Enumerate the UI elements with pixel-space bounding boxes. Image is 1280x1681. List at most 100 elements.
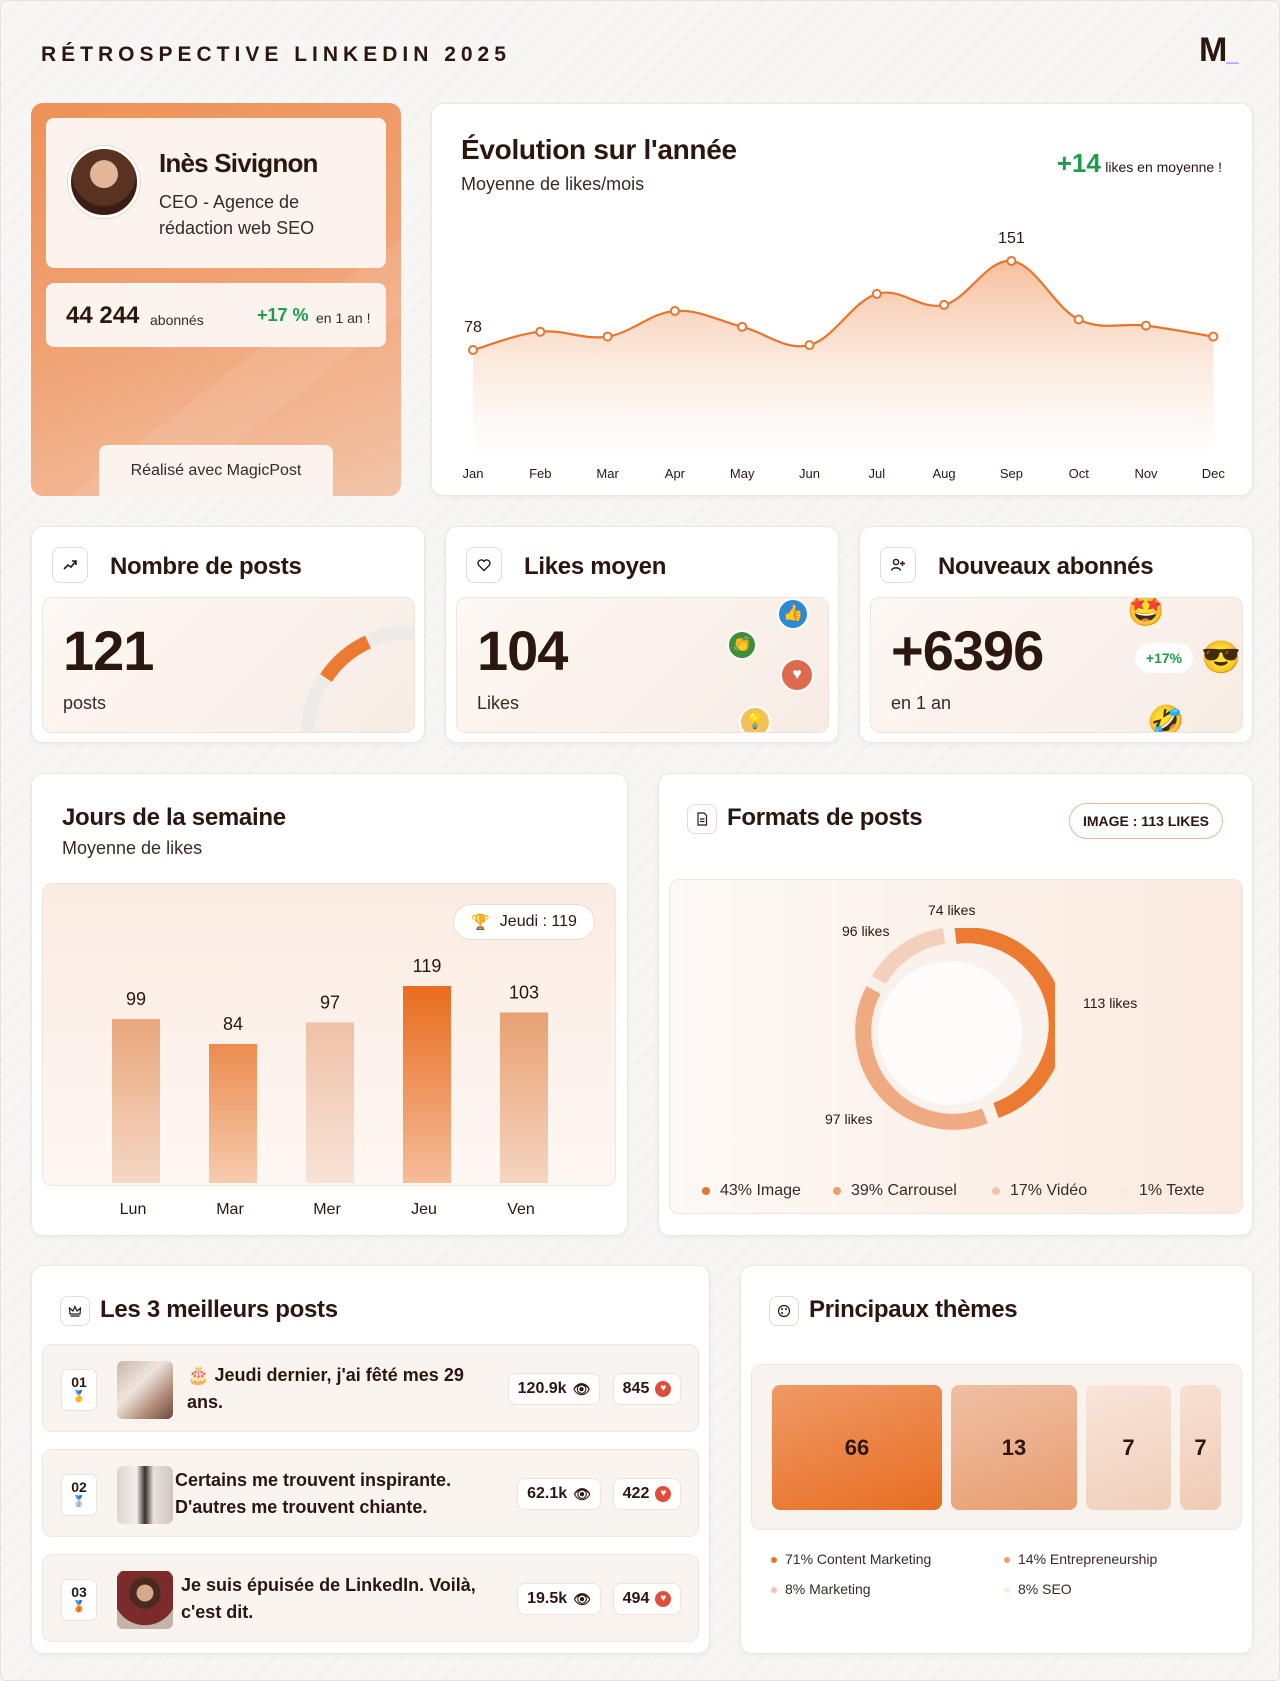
likes-kpi-panel: 104 Likes 👍 👏 ♥ 💡 xyxy=(456,597,829,733)
top-posts-card: Les 3 meilleurs posts 01 🥇 🎂 Jeudi dernie… xyxy=(31,1265,710,1654)
post-likes: 422 ♥ xyxy=(613,1478,681,1510)
heart-badge-icon: ♥ xyxy=(655,1591,672,1607)
made-with-magicpost[interactable]: Réalisé avec MagicPost xyxy=(99,445,333,496)
weekday-bar-fade xyxy=(500,1012,548,1183)
idea-reaction-icon: 💡 xyxy=(739,706,771,732)
formats-legend-texte: 1% Texte xyxy=(1121,1182,1205,1200)
post-thumbnail xyxy=(117,1361,173,1419)
theme-tile[interactable]: 7 xyxy=(1086,1385,1171,1510)
weekdays-title: Jours de la semaine xyxy=(62,804,286,831)
post-likes-value: 494 xyxy=(622,1590,650,1607)
gold-medal-icon: 🥇 xyxy=(72,1391,86,1403)
formats-label-image: 113 likes xyxy=(1083,995,1138,1011)
cake-icon: 🎂 xyxy=(187,1365,210,1385)
post-text: 🎂 Jeudi dernier, j'ai fêté mes 29 ans. xyxy=(187,1362,477,1416)
profile-header: Inès Sivignon CEO - Agence de rédaction … xyxy=(46,118,386,268)
posts-kpi-value: 121 xyxy=(63,619,154,682)
weekday-value-label: 103 xyxy=(509,982,539,1002)
evolution-point xyxy=(939,299,950,310)
subs-kpi-unit: en 1 an xyxy=(891,693,952,713)
evolution-x-tick: Oct xyxy=(1069,466,1090,481)
subs-kpi-value: +6396 xyxy=(891,619,1044,682)
weekday-label: Mer xyxy=(313,1201,341,1218)
themes-card: Principaux thèmes 66 13 7 7 71% Content … xyxy=(740,1265,1253,1654)
top-post-row[interactable]: 03 🥉 Je suis épuisée de LinkedIn. Voilà, … xyxy=(42,1554,699,1642)
posts-kpi-unit: posts xyxy=(63,693,107,713)
post-rank-number: 03 xyxy=(71,1584,87,1600)
formats-title: Formats de posts xyxy=(727,804,923,831)
themes-legend-content-marketing: 71% Content Marketing xyxy=(771,1551,931,1567)
subs-growth-badge: +17% xyxy=(1135,643,1193,673)
weekdays-best-label: Jeudi : 119 xyxy=(499,913,577,930)
followers-growth: +17 % xyxy=(257,305,309,325)
formats-legend-image: 43% Image xyxy=(702,1182,801,1200)
clap-reaction-icon: 👏 xyxy=(727,630,757,660)
theme-tile[interactable]: 66 xyxy=(772,1385,942,1510)
profile-role-2: rédaction web SEO xyxy=(159,218,315,238)
weekday-value-label: 84 xyxy=(223,1014,243,1034)
evolution-point xyxy=(602,331,613,342)
evolution-point xyxy=(737,321,748,332)
evolution-chart: Jan 78 Feb Mar Apr May Jun Jul Aug Sep 151 Oct Nov De… xyxy=(463,230,1226,481)
weekday-bar-fade xyxy=(209,1043,257,1183)
legend-label: 1% Texte xyxy=(1139,1182,1205,1199)
followers-box: 44 244 abonnés +17 % en 1 an ! xyxy=(46,283,386,347)
eye-icon: 👁 xyxy=(572,1380,591,1397)
legend-label: 17% Vidéo xyxy=(1010,1182,1088,1199)
weekday-bar-fade xyxy=(306,1022,354,1183)
legend-dot xyxy=(992,1186,1000,1195)
top-post-row[interactable]: 01 🥇 🎂 Jeudi dernier, j'ai fêté mes 29 an… xyxy=(42,1344,699,1432)
logo-accent: _ xyxy=(1226,41,1238,66)
top-post-row[interactable]: 02 🥈 Certains me trouvent inspirante. D'a… xyxy=(42,1449,699,1537)
theme-tile-value: 66 xyxy=(844,1434,870,1460)
post-rank: 03 🥉 xyxy=(61,1579,97,1621)
evolution-x-tick: Dec xyxy=(1202,466,1226,481)
weekdays-subtitle: Moyenne de likes xyxy=(62,838,203,858)
formats-label-video: 96 likes xyxy=(842,923,890,939)
themes-legend-entrepreneurship: 14% Entrepreneurship xyxy=(1004,1551,1157,1567)
evolution-point xyxy=(1208,331,1219,342)
posts-kpi-panel: 121 posts xyxy=(42,597,415,733)
legend-dot xyxy=(1121,1186,1129,1195)
post-likes: 845 ♥ xyxy=(613,1373,681,1405)
theme-tile[interactable]: 13 xyxy=(951,1385,1077,1510)
weekday-value-label: 97 xyxy=(320,992,340,1012)
legend-dot xyxy=(1004,1557,1010,1564)
themes-legend-seo: 8% SEO xyxy=(1004,1581,1072,1597)
weekday-label: Lun xyxy=(120,1201,147,1218)
weekdays-best-badge: 🏆 Jeudi : 119 xyxy=(453,904,595,940)
evolution-subtitle: Moyenne de likes/mois xyxy=(461,174,645,194)
formats-label-texte: 74 likes xyxy=(928,902,976,918)
laughing-emoji-icon: 🤣 xyxy=(1147,705,1185,733)
legend-dot xyxy=(771,1587,777,1594)
post-rank-number: 02 xyxy=(71,1479,87,1495)
formats-legend-video: 17% Vidéo xyxy=(992,1182,1087,1200)
post-thumbnail xyxy=(117,1571,173,1629)
post-rank: 02 🥈 xyxy=(61,1474,97,1516)
posts-kpi-title: Nombre de posts xyxy=(110,553,302,580)
theme-tile-value: 13 xyxy=(1001,1434,1027,1460)
evolution-point xyxy=(804,340,815,351)
weekday-value-label: 119 xyxy=(413,956,442,976)
evolution-point xyxy=(669,305,680,316)
magicpost-logo: M_ xyxy=(1199,31,1239,70)
evolution-point xyxy=(468,345,478,355)
theme-tile[interactable]: 7 xyxy=(1180,1385,1221,1510)
themes-panel: 66 13 7 7 xyxy=(751,1364,1242,1530)
formats-card: Formats de posts IMAGE : 113 LIKES 74 li… xyxy=(658,773,1253,1236)
evolution-badge: +14 likes en moyenne ! xyxy=(1057,148,1222,179)
post-text: Certains me trouvent inspirante. D'autre… xyxy=(175,1470,452,1517)
followers-count: 44 244 xyxy=(66,302,140,329)
heart-icon xyxy=(466,547,502,583)
theme-tile-value: 7 xyxy=(1194,1434,1207,1460)
eye-icon: 👁 xyxy=(573,1485,591,1502)
avatar xyxy=(68,146,140,218)
weekdays-card: Jours de la semaine Moyenne de likes 🏆 Je… xyxy=(31,773,628,1236)
post-text: Je suis épuisée de LinkedIn. Voilà, c'es… xyxy=(181,1575,476,1622)
evolution-title: Évolution sur l'année xyxy=(461,134,737,165)
posts-kpi-card: Nombre de posts 121 posts xyxy=(31,526,425,743)
formats-top-badge: IMAGE : 113 LIKES xyxy=(1069,803,1223,839)
legend-label: 43% Image xyxy=(720,1182,801,1199)
post-likes-value: 422 xyxy=(622,1485,650,1502)
